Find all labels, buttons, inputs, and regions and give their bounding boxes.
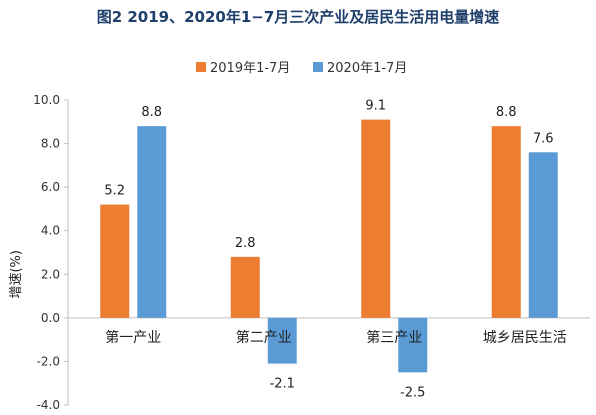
legend-swatch-2 bbox=[313, 62, 323, 72]
bar-2019-1 bbox=[100, 204, 130, 318]
category-label-2: 第二产业 bbox=[236, 329, 292, 346]
data-label: 2.8 bbox=[235, 236, 256, 251]
category-label-1: 第一产业 bbox=[105, 329, 161, 346]
bar-2019-4 bbox=[491, 126, 521, 318]
category-label-4: 城乡居民生活 bbox=[483, 330, 567, 346]
data-label: -2.5 bbox=[400, 385, 425, 400]
bar-2020-4 bbox=[528, 152, 558, 318]
bar-2020-3 bbox=[398, 317, 428, 373]
y-tick-label: 6.0 bbox=[41, 180, 60, 194]
bar-2020-1 bbox=[137, 126, 167, 318]
bar-2019-2 bbox=[230, 256, 260, 318]
legend-label-2: 2020年1-7月 bbox=[327, 61, 407, 76]
legend-swatch-1 bbox=[196, 62, 206, 72]
y-tick-label: 0.0 bbox=[41, 311, 60, 325]
y-tick-label: 2.0 bbox=[41, 267, 60, 281]
data-label: -2.1 bbox=[270, 377, 295, 392]
y-tick-label: 10.0 bbox=[33, 93, 60, 107]
y-tick-label: 8.0 bbox=[41, 137, 60, 151]
data-label: 8.8 bbox=[496, 105, 517, 120]
y-tick-label: 4.0 bbox=[41, 224, 60, 238]
chart-title: 图2 2019、2020年1−7月三次产业及居民生活用电量增速 bbox=[96, 8, 500, 26]
data-label: 7.6 bbox=[533, 131, 554, 146]
legend-label-1: 2019年1-7月 bbox=[210, 61, 290, 76]
data-label: 5.2 bbox=[104, 184, 125, 199]
bar-2020-2 bbox=[267, 317, 297, 364]
bar-2019-3 bbox=[361, 119, 391, 318]
y-tick-label: -4.0 bbox=[37, 398, 60, 412]
y-axis-title: 增速(%) bbox=[9, 250, 24, 299]
category-label-3: 第三产业 bbox=[366, 329, 422, 346]
data-label: 9.1 bbox=[365, 99, 386, 114]
y-tick-label: -2.0 bbox=[37, 354, 60, 368]
data-label: 8.8 bbox=[141, 105, 162, 120]
